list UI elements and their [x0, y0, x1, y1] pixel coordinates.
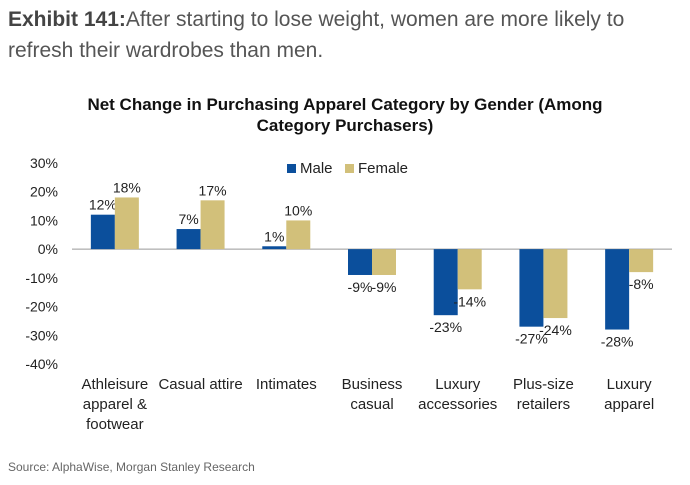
bar-male: [605, 249, 630, 330]
source-note: Source: AlphaWise, Morgan Stanley Resear…: [8, 460, 255, 474]
bar-male: [176, 229, 201, 250]
category-label: Business: [342, 376, 403, 393]
category-label: Casual attire: [158, 376, 242, 393]
bar-female: [372, 249, 396, 275]
bar-chart: Net Change in Purchasing Apparel Categor…: [25, 95, 672, 433]
y-tick-label: 30%: [30, 155, 58, 171]
bar-male: [519, 249, 544, 327]
legend-swatch-female: [345, 164, 354, 173]
category-label: Luxury: [435, 376, 481, 393]
category-label: apparel: [604, 396, 654, 413]
y-tick-label: 10%: [30, 212, 58, 228]
legend-swatch-male: [287, 164, 296, 173]
bar-male: [433, 249, 458, 316]
category-label: apparel &: [83, 396, 147, 413]
bar-female: [286, 220, 311, 250]
data-label: 10%: [284, 202, 312, 218]
bar-female: [114, 197, 139, 250]
category-label: retailers: [517, 396, 570, 413]
data-label: 1%: [264, 228, 284, 244]
y-tick-label: -20%: [25, 299, 58, 315]
category-label: accessories: [418, 396, 497, 413]
data-label: 18%: [113, 179, 141, 195]
y-tick-label: -10%: [25, 270, 58, 286]
data-label: 17%: [199, 182, 227, 198]
data-label: -24%: [539, 322, 572, 338]
category-label: Luxury: [607, 376, 653, 393]
category-label: Athleisure: [82, 376, 149, 393]
data-label: 7%: [178, 211, 198, 227]
legend-label: Female: [358, 160, 408, 177]
data-label: -23%: [429, 319, 462, 335]
data-label: -8%: [629, 276, 654, 292]
y-tick-label: -30%: [25, 327, 58, 343]
bar-female: [629, 249, 654, 273]
category-label: casual: [350, 396, 393, 413]
bar-female: [200, 200, 225, 250]
data-label: -27%: [515, 331, 548, 347]
data-label: -28%: [601, 334, 634, 350]
data-label: 12%: [89, 197, 117, 213]
data-label: -14%: [453, 293, 486, 309]
bar-male: [90, 214, 115, 250]
chart-title-line: Net Change in Purchasing Apparel Categor…: [87, 95, 602, 114]
legend-label: Male: [300, 160, 333, 177]
chart-title-line: Category Purchasers): [257, 116, 434, 135]
bar-male: [262, 246, 287, 250]
data-label: -9%: [348, 279, 373, 295]
bar-female: [457, 249, 482, 290]
data-label: -9%: [372, 279, 397, 295]
category-label: Intimates: [256, 376, 317, 393]
exhibit-heading: Exhibit 141:After starting to lose weigh…: [8, 4, 684, 66]
category-label: footwear: [86, 416, 144, 433]
exhibit-label: Exhibit 141:: [8, 8, 126, 31]
category-label: Plus-size: [513, 376, 574, 393]
bar-female: [543, 249, 568, 319]
bar-male: [348, 249, 372, 275]
exhibit-text: After starting to lose weight, women are…: [8, 8, 625, 62]
y-tick-label: -40%: [25, 356, 58, 372]
y-tick-label: 0%: [38, 241, 58, 257]
y-tick-label: 20%: [30, 184, 58, 200]
